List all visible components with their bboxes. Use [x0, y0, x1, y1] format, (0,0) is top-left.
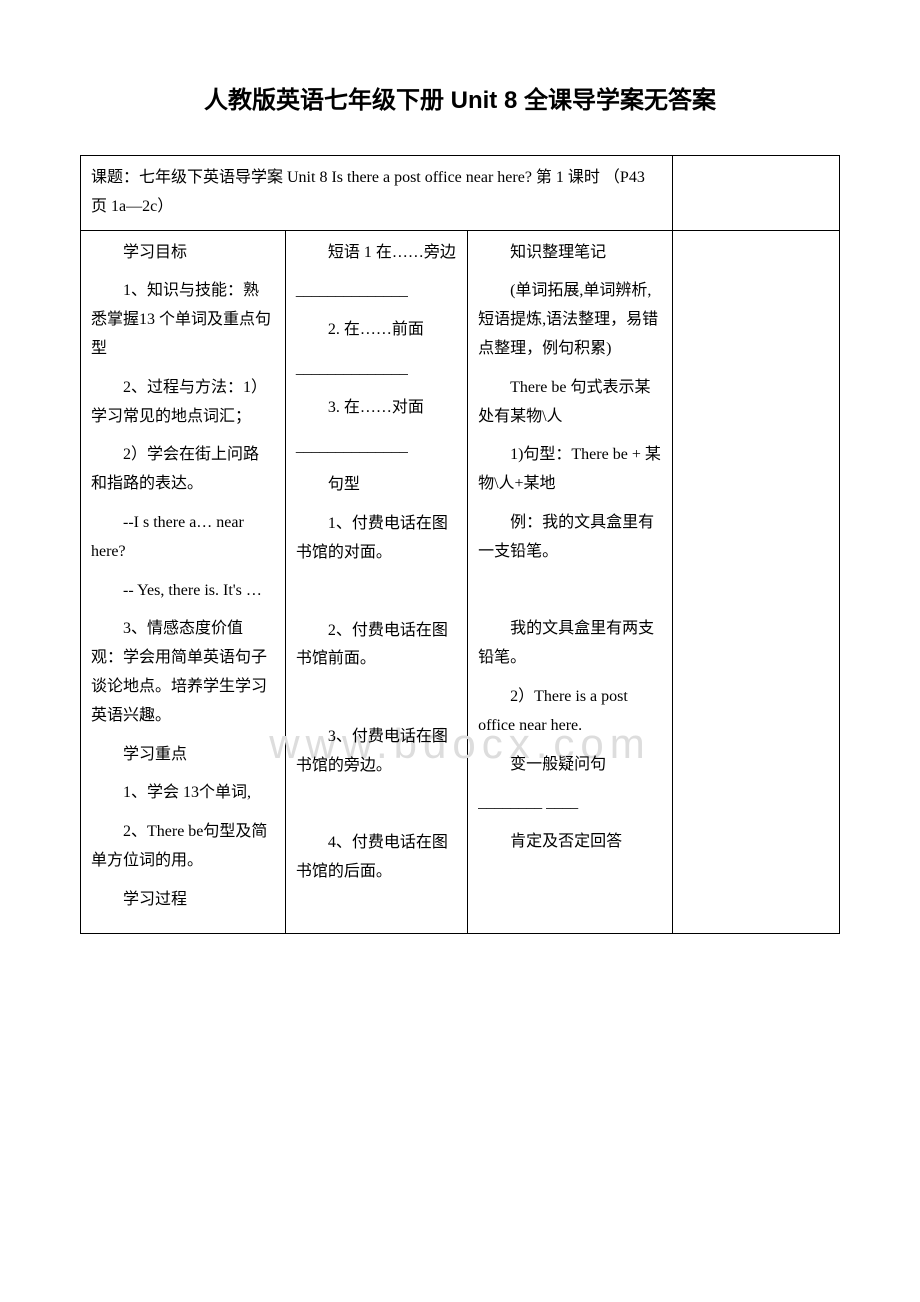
col-objectives: 学习目标 1、知识与技能：熟悉掌握13 个单词及重点句型 2、过程与方法：1）学… — [81, 230, 286, 933]
objective-2: 2、过程与方法：1）学习常见的地点词汇； — [91, 374, 275, 432]
objective-3: 3、情感态度价值观：学会用简单英语句子谈论地点。培养学生学习英语兴趣。 — [91, 615, 275, 730]
therebe-intro: There be 句式表示某处有某物\人 — [478, 374, 662, 432]
example-2: 我的文具盒里有两支铅笔。 — [478, 615, 662, 673]
col-notes: 知识整理笔记 (单词拓展,单词辨析,短语提炼,语法整理，易错点整理，例句积累) … — [468, 230, 673, 933]
keypoint-2: 2、There be句型及简单方位词的用。 — [91, 818, 275, 876]
page-title: 人教版英语七年级下册 Unit 8 全课导学案无答案 — [80, 80, 840, 115]
col-phrases: 短语 1 在……旁边 ______________ 2. 在……前面 _____… — [285, 230, 467, 933]
objective-1: 1、知识与技能：熟悉掌握13 个单词及重点句型 — [91, 277, 275, 363]
phrase-2-blank: ______________ — [296, 355, 457, 384]
sentence-4: 4、付费电话在图书馆的后面。 — [296, 829, 457, 887]
content-row: 学习目标 1、知识与技能：熟悉掌握13 个单词及重点句型 2、过程与方法：1）学… — [81, 230, 840, 933]
header-row: 课题：七年级下英语导学案 Unit 8 Is there a post offi… — [81, 156, 840, 231]
lesson-header-cell: 课题：七年级下英语导学案 Unit 8 Is there a post offi… — [81, 156, 673, 231]
phrase-1-blank: ______________ — [296, 277, 457, 306]
phrase-1-label: 短语 1 在……旁边 — [296, 239, 457, 268]
phrase-3-label: 3. 在……对面 — [296, 394, 457, 423]
example-question: --I s there a… near here? — [91, 509, 275, 567]
transform-label: 变一般疑问句 — [478, 751, 662, 780]
phrase-2-label: 2. 在……前面 — [296, 316, 457, 345]
example-answer: -- Yes, there is. It's … — [91, 577, 275, 606]
process-heading: 学习过程 — [91, 886, 275, 915]
keypoints-heading: 学习重点 — [91, 741, 275, 770]
objective-2b: 2）学会在街上问路和指路的表达。 — [91, 441, 275, 499]
sentence-3: 3、付费电话在图书馆的旁边。 — [296, 723, 457, 781]
lesson-table: 课题：七年级下英语导学案 Unit 8 Is there a post offi… — [80, 155, 840, 934]
notes-heading: 知识整理笔记 — [478, 239, 662, 268]
therebe-example: 2）There is a post office near here. — [478, 683, 662, 741]
example-1: 例：我的文具盒里有一支铅笔。 — [478, 509, 662, 567]
col-empty — [673, 230, 840, 933]
objectives-heading: 学习目标 — [91, 239, 275, 268]
phrase-3-blank: ______________ — [296, 433, 457, 462]
sentence-heading: 句型 — [296, 471, 457, 500]
notes-desc: (单词拓展,单词辨析,短语提炼,语法整理，易错点整理，例句积累) — [478, 277, 662, 363]
sentence-2: 2、付费电话在图书馆前面。 — [296, 617, 457, 675]
keypoint-1: 1、学会 13个单词, — [91, 779, 275, 808]
answer-label: 肯定及否定回答 — [478, 828, 662, 857]
sentence-1: 1、付费电话在图书馆的对面。 — [296, 510, 457, 568]
lesson-header-text: 课题：七年级下英语导学案 Unit 8 Is there a post offi… — [91, 164, 662, 222]
transform-blank: ________ ____ — [478, 789, 662, 818]
header-empty-cell — [673, 156, 840, 231]
therebe-pattern: 1)句型：There be + 某物\人+某地 — [478, 441, 662, 499]
